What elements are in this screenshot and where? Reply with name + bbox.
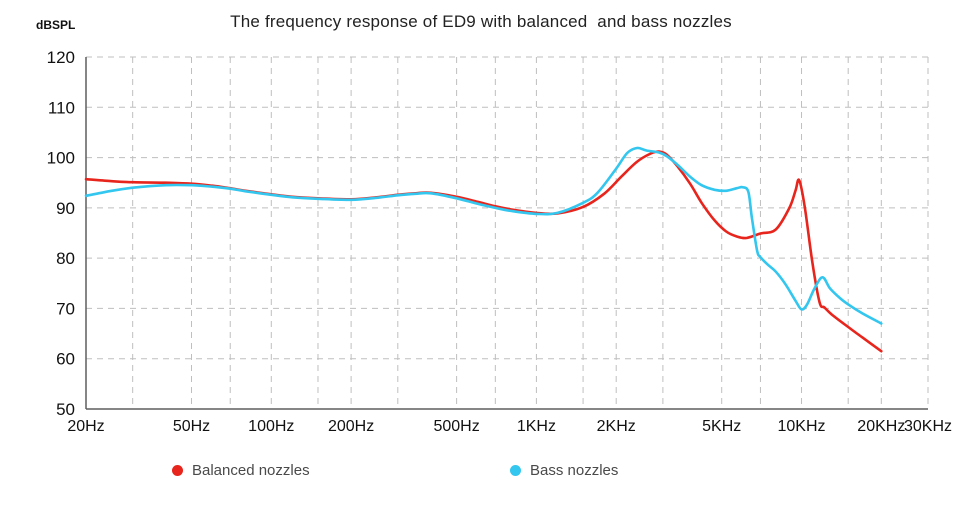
x-tick-label: 1KHz	[517, 418, 556, 435]
y-axis-unit-label: dBSPL	[36, 18, 76, 32]
legend-marker-bass-icon	[510, 464, 521, 476]
x-tick-label: 10KHz	[777, 418, 825, 435]
y-tick-label: 110	[48, 98, 75, 117]
y-tick-label: 90	[56, 199, 75, 218]
x-tick-label: 2KHz	[597, 418, 636, 435]
x-tick-label: 30KHz	[904, 418, 952, 435]
y-tick-label: 100	[47, 149, 75, 168]
x-tick-label: 20KHz	[857, 418, 905, 435]
x-tick-label: 500Hz	[433, 418, 479, 435]
x-tick-label: 100Hz	[248, 418, 294, 435]
legend-marker-balanced-icon	[172, 464, 183, 476]
y-tick-label: 120	[47, 48, 75, 67]
x-tick-label: 200Hz	[328, 418, 374, 435]
x-tick-label: 20Hz	[67, 418, 104, 435]
legend-label-bass: Bass nozzles	[530, 461, 619, 479]
legend-item-balanced-nozzles: Balanced nozzles	[172, 461, 310, 479]
series-line-balanced-nozzles	[84, 150, 883, 353]
legend-label-balanced: Balanced nozzles	[192, 461, 310, 479]
y-tick-label: 50	[56, 400, 75, 419]
legend-item-bass-nozzles: Bass nozzles	[510, 461, 618, 479]
series-line-bass-nozzles	[84, 146, 883, 325]
x-tick-label: 5KHz	[702, 418, 741, 435]
y-tick-label: 80	[56, 249, 75, 268]
chart-title: The frequency response of ED9 with balan…	[230, 12, 732, 31]
y-tick-label: 70	[56, 299, 75, 318]
y-tick-label: 60	[56, 350, 75, 369]
x-tick-label: 50Hz	[173, 418, 210, 435]
